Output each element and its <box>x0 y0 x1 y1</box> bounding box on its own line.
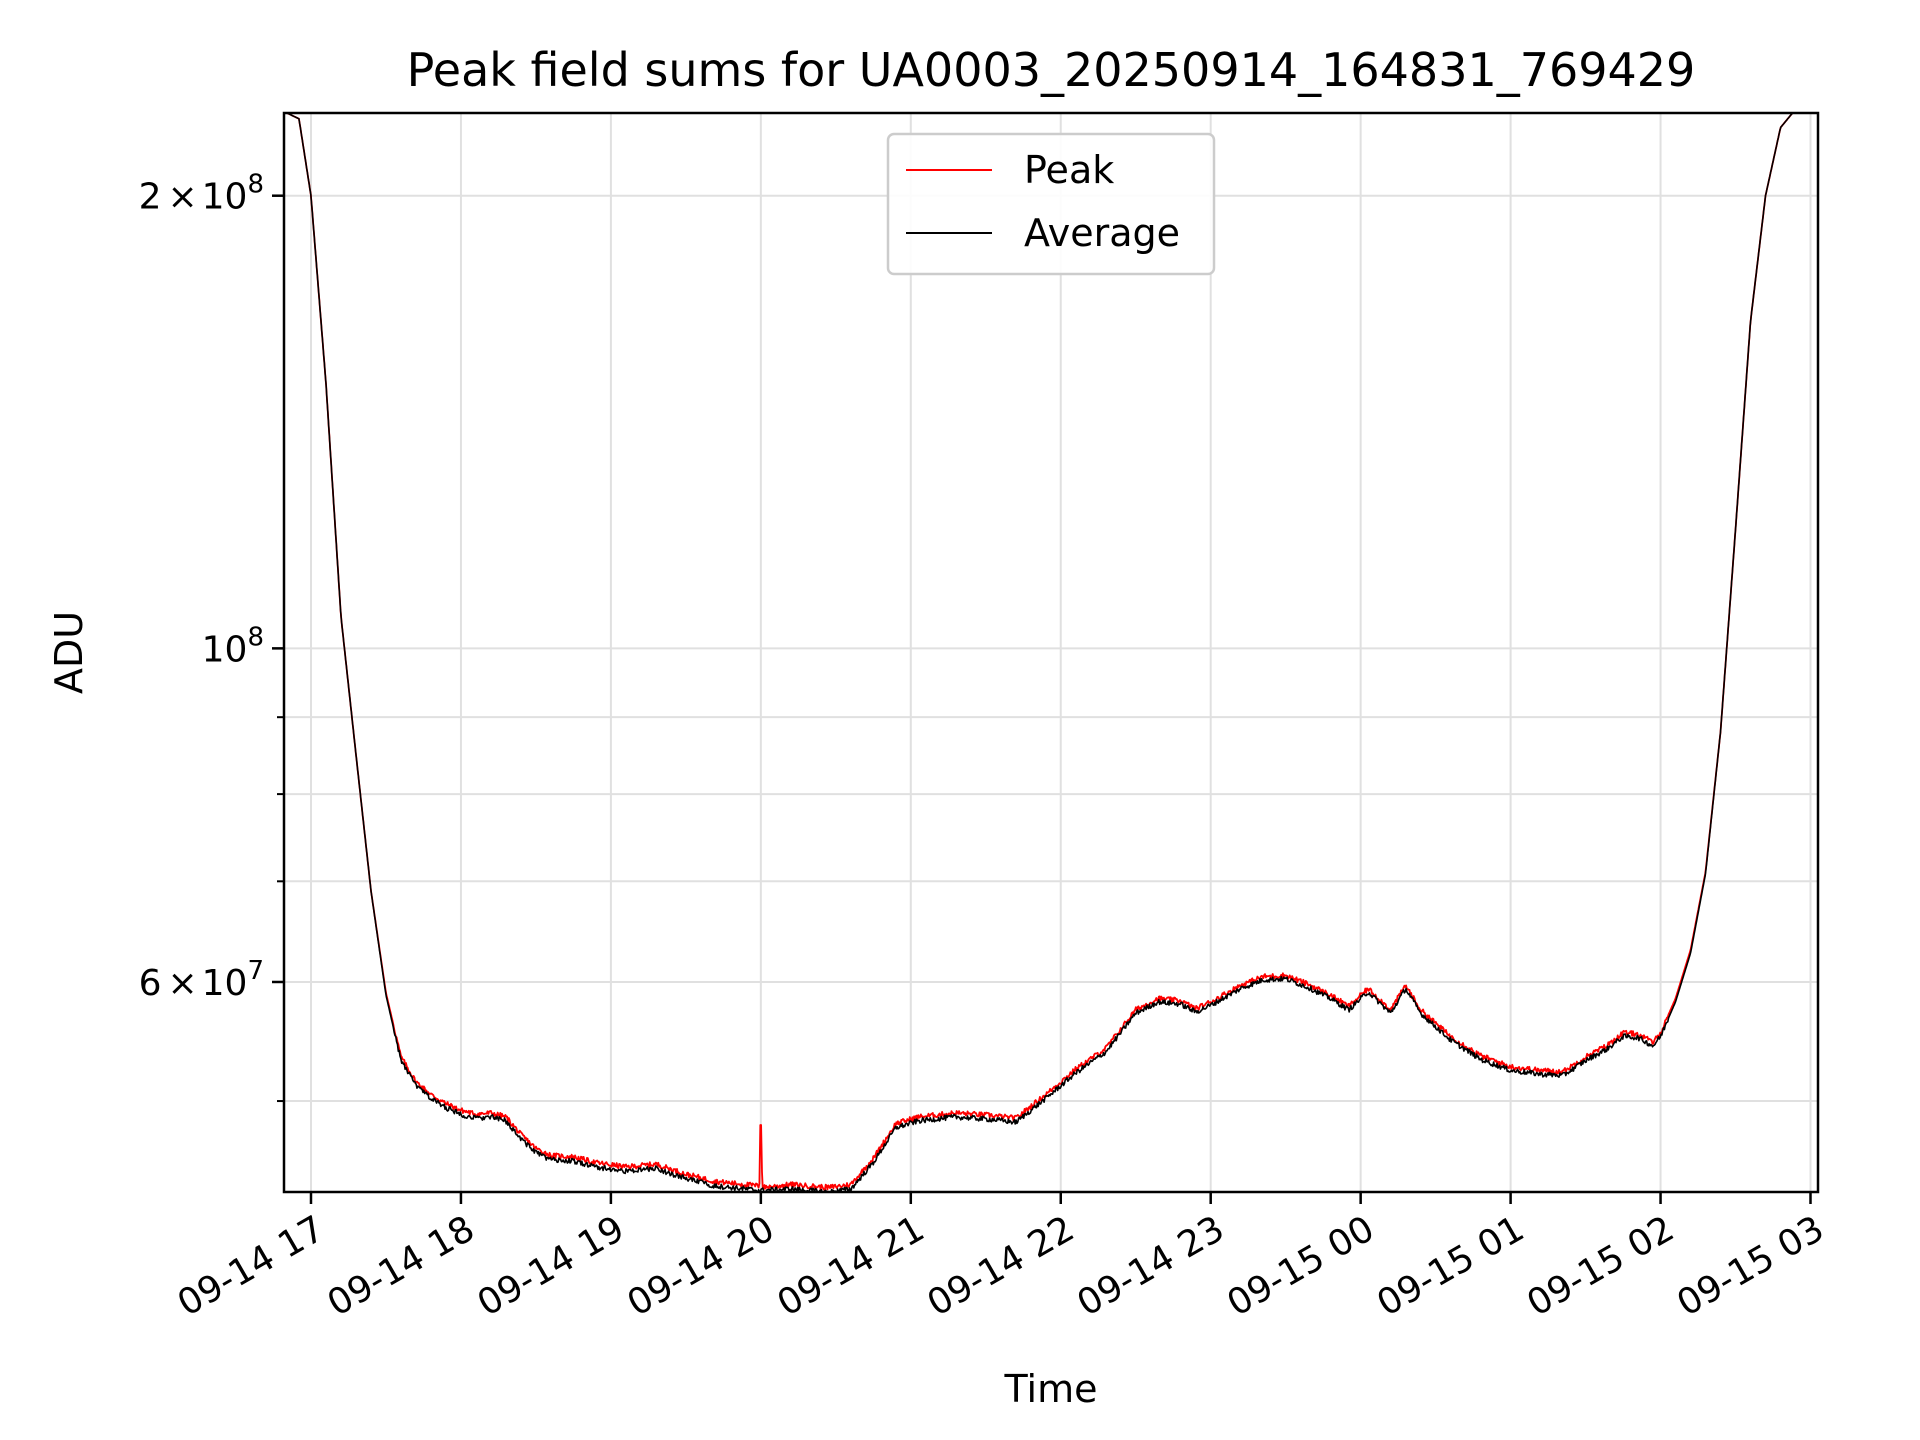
x-tick-label-7: 09-15 00 <box>1220 1208 1381 1324</box>
x-tick-label-3: 09-14 20 <box>621 1208 782 1324</box>
x-tick-label-1: 09-14 18 <box>321 1208 482 1324</box>
plot-frame <box>282 111 1820 1194</box>
x-tick-label-9: 09-15 02 <box>1520 1208 1681 1324</box>
y-tick-label-times-2: × <box>167 963 197 1004</box>
y-tick-label-exponent-2: 7 <box>247 956 264 986</box>
x-tick-label-0: 09-14 17 <box>171 1208 332 1324</box>
y-tick-label-1: 108 <box>202 622 264 670</box>
y-tick-label-base-2: 10 <box>202 963 248 1004</box>
x-tick-label-6: 09-14 23 <box>1071 1208 1232 1324</box>
y-tick-label-mantissa-0: 2 <box>139 177 162 218</box>
legend-label-average: Average <box>1024 211 1180 255</box>
x-axis-label: Time <box>1004 1367 1098 1411</box>
x-tick-label-5: 09-14 22 <box>921 1208 1082 1324</box>
series-line-average <box>286 113 1817 1192</box>
y-tick-label-times-0: × <box>167 177 197 218</box>
y-tick-label-mantissa-2: 6 <box>139 963 162 1004</box>
y-tick-label-base-0: 10 <box>202 177 248 218</box>
chart-title: Peak field sums for UA0003_20250914_1648… <box>407 43 1696 97</box>
y-tick-label-exponent-0: 8 <box>247 170 264 200</box>
grid-layer <box>284 113 1818 1192</box>
y-tick-label-exponent-1: 8 <box>247 622 264 652</box>
y-tick-label-base-1: 10 <box>202 629 248 670</box>
series-layer <box>286 113 1817 1192</box>
y-tick-label-2: 6 × 107 <box>139 956 264 1004</box>
legend: Peak Average <box>886 132 1216 276</box>
legend-label-peak: Peak <box>1024 148 1114 192</box>
x-tick-label-8: 09-15 01 <box>1370 1208 1531 1324</box>
x-tick-label-10: 09-15 03 <box>1670 1208 1831 1324</box>
y-tick-label-0: 2 × 108 <box>139 170 264 218</box>
y-axis-label: ADU <box>47 611 91 694</box>
x-tick-label-2: 09-14 19 <box>471 1208 632 1324</box>
x-tick-label-4: 09-14 21 <box>771 1208 932 1324</box>
